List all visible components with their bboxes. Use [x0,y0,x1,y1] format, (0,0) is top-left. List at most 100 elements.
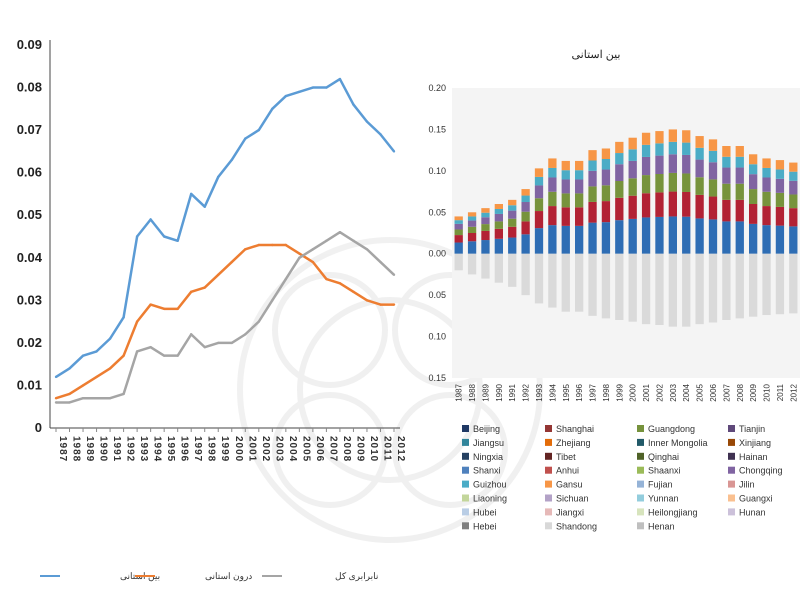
bar-segment [628,218,637,254]
bar-segment [548,206,557,226]
bar-segment [508,218,517,227]
bar-segment [481,230,490,241]
x-tick-label: 2006 [709,383,718,401]
bar-segment [641,193,651,218]
y-tick-label: 0.15 [428,373,446,383]
bar-segment [575,193,584,208]
series-2-point [108,367,112,370]
bar-negative-segment [481,253,490,279]
series-3-point [203,345,206,349]
series-3-point [257,320,260,323]
bar-segment [521,195,530,203]
series-3-point [338,231,342,234]
legend-label: Hubei [473,507,497,517]
series-2-point [217,273,220,276]
bar-segment [521,202,530,212]
series-2-point [135,320,139,323]
series-3-point [162,354,166,357]
x-tick-label: 2008 [341,436,352,462]
bar-negative-segment [708,253,718,323]
series-3-point [135,350,139,353]
bar-segment [682,191,691,217]
legend-label: Zhejiang [556,438,591,448]
bar-segment [494,204,503,209]
y-tick-label: 0 [35,420,42,435]
bar-segment [628,160,637,179]
legend-swatch [637,438,644,446]
series-2-point [244,248,247,251]
x-tick-label: 1987 [57,436,68,462]
bar-segment [481,240,490,254]
bar-segment [508,205,517,211]
series-1-point [149,218,152,221]
bar-segment [467,241,477,254]
bar-segment [481,224,490,231]
bar-segment [695,136,704,148]
legend-swatch [637,466,644,474]
bar-segment [668,129,677,142]
bar-segment [735,199,744,222]
x-tick-label: 1999 [615,383,624,401]
bar-segment [789,194,798,209]
y-tick-label: 0.10 [428,166,446,176]
bar-segment [655,143,664,156]
bar-segment [789,226,798,254]
bar-segment [601,159,611,170]
x-tick-label: 1990 [98,436,109,462]
x-tick-label: 1992 [125,436,136,462]
bar-negative-segment [615,253,624,320]
bar-segment [588,170,597,187]
x-tick-label: 2000 [233,436,244,462]
legend-label: Anhui [556,466,579,476]
y-tick-label: 0.09 [17,37,42,52]
bar-segment [789,208,798,227]
x-tick-label: 1998 [602,383,611,401]
series-1-point [176,239,179,242]
legend-swatch [637,522,644,530]
bar-segment [534,176,544,186]
bar-segment [534,198,544,212]
series-1-point [122,316,125,319]
x-tick-label: 2011 [776,383,785,401]
x-tick-label: 2005 [696,383,705,401]
x-tick-label: 1989 [481,383,490,401]
legend-label: Guangdong [648,424,695,434]
x-tick-label: 2002 [655,383,664,401]
series-3-point [217,341,220,345]
bar-segment [575,179,584,194]
legend-label: Jiangsu [473,438,504,448]
bar-segment [534,168,544,177]
series-1-point [135,235,139,238]
y-tick-label: 0.05 [428,290,446,300]
bar-segment [521,189,530,196]
bar-segment [561,225,570,254]
series-1-point [108,337,112,340]
bar-segment [548,177,557,192]
legend-label-2: درون استانی [205,571,252,582]
bar-segment [708,219,718,254]
y-tick-label: 0.01 [17,377,42,392]
series-2-point [257,243,260,247]
series-1-point [311,86,315,89]
series-2-point [81,384,85,387]
legend-swatch [545,425,552,432]
bar-segment [508,210,517,219]
bar-segment [601,148,611,160]
bar-segment [454,235,463,243]
y-tick-label: 0.05 [17,207,42,222]
series-1-point [271,107,274,111]
legend-label: Jiangxi [556,507,584,517]
bar-segment [467,226,477,233]
bar-segment [601,222,611,254]
x-tick-label: 1998 [206,436,217,462]
bar-segment [655,131,664,144]
x-tick-label: 2003 [273,436,284,462]
series-2-point [392,303,396,306]
bar-negative-segment [467,253,477,275]
series-3-point [379,260,382,264]
x-tick-label: 2007 [327,436,338,462]
legend-swatch [728,438,735,446]
bar-segment [561,160,570,171]
legend-label: Jilin [739,480,755,490]
